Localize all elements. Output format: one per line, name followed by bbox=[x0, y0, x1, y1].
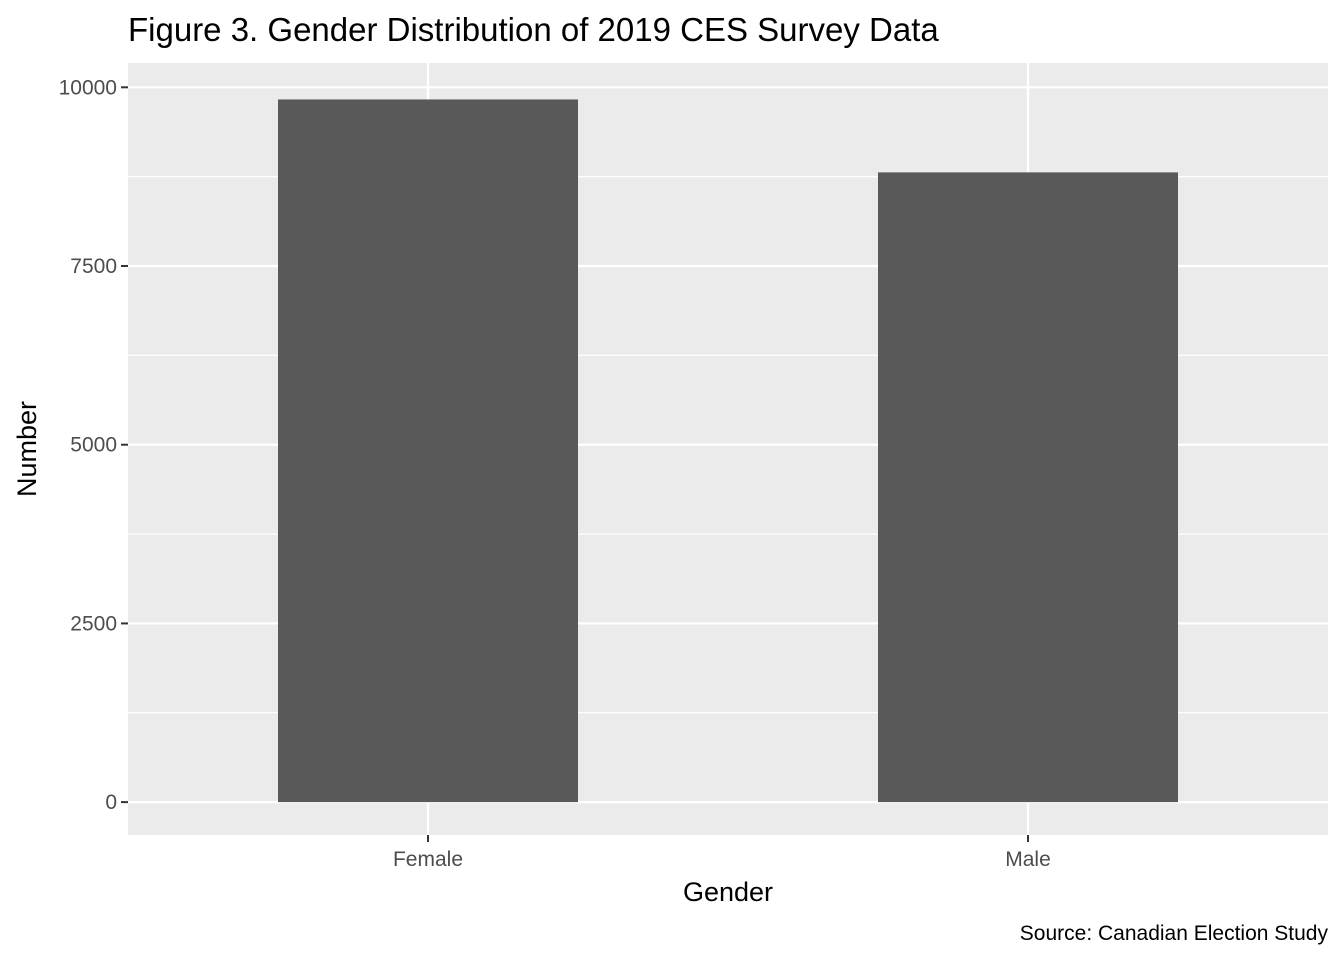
x-tick-label: Male bbox=[1005, 848, 1051, 871]
x-tick-label: Female bbox=[393, 848, 463, 871]
bars bbox=[278, 99, 1178, 803]
x-axis: Female Male bbox=[393, 835, 1051, 871]
y-tick-label: 5000 bbox=[70, 434, 117, 457]
y-axis: 0 2500 5000 7500 10000 bbox=[59, 76, 128, 814]
source-caption: Source: Canadian Election Study bbox=[1020, 922, 1329, 945]
y-axis-title: Number bbox=[12, 401, 42, 497]
y-tick-label: 7500 bbox=[70, 255, 117, 278]
y-tick-label: 0 bbox=[105, 791, 117, 814]
bar-male bbox=[878, 172, 1178, 803]
bar-female bbox=[278, 99, 578, 803]
chart-title: Figure 3. Gender Distribution of 2019 CE… bbox=[128, 11, 939, 48]
y-tick-label: 10000 bbox=[59, 76, 117, 99]
x-axis-title: Gender bbox=[683, 877, 773, 907]
y-tick-label: 2500 bbox=[70, 612, 117, 635]
